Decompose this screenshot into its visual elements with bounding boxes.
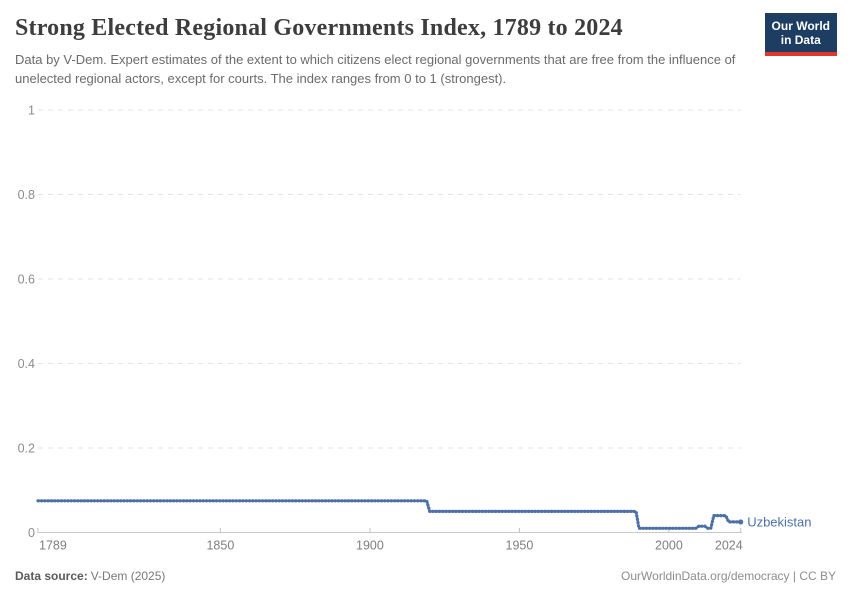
y-tick-label: 0.6 [18, 273, 35, 287]
chart-title: Strong Elected Regional Governments Inde… [15, 15, 623, 41]
chart-subtitle: Data by V-Dem. Expert estimates of the e… [15, 52, 736, 86]
owid-logo-line1: Our World [771, 19, 830, 33]
y-tick-label: 0.8 [18, 188, 35, 202]
x-tick-label: 1850 [206, 539, 234, 553]
series-end-dot [738, 519, 744, 525]
credit-link[interactable]: OurWorldinData.org/democracy | CC BY [621, 569, 836, 583]
x-tick-label: 2000 [655, 539, 683, 553]
y-tick-label: 0.2 [18, 442, 35, 456]
series-line-uzbekistan [36, 499, 743, 530]
y-tick-label: 0.4 [18, 357, 35, 371]
owid-logo-line2: in Data [780, 33, 821, 47]
x-tick-label: 1789 [39, 539, 67, 553]
data-source-value: V-Dem (2025) [90, 569, 166, 583]
y-tick-label: 1 [28, 104, 35, 118]
x-tick-label: 1950 [506, 539, 534, 553]
x-tick-label: 1900 [356, 539, 384, 553]
series-label-uzbekistan: Uzbekistan [747, 514, 811, 529]
y-tick-label: 0 [28, 526, 35, 540]
x-tick-label: 2024 [715, 539, 743, 553]
data-source-label: Data source: [15, 569, 88, 583]
owid-logo: Our World in Data [764, 13, 837, 56]
data-source: Data source: V-Dem (2025) [15, 569, 165, 583]
